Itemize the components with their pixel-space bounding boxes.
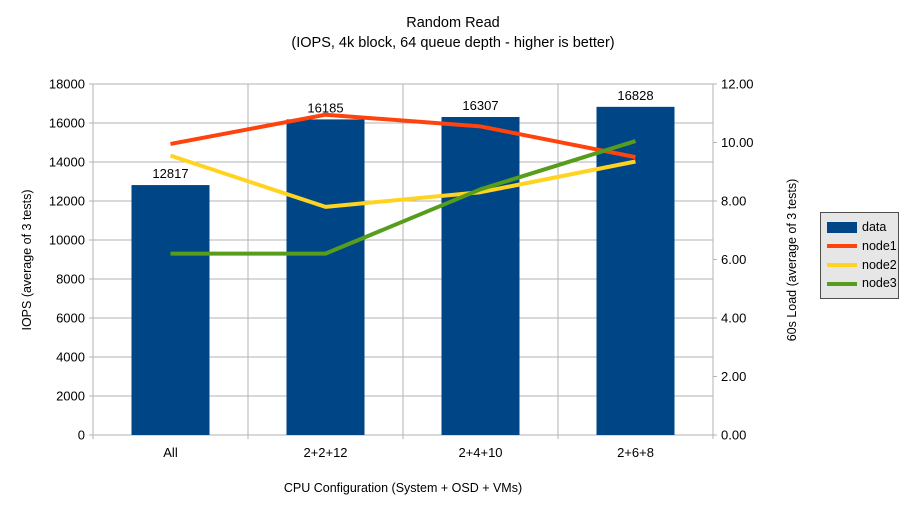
legend-item-node3: node3 (827, 277, 897, 290)
right-axis-tick-label: 8.00 (721, 194, 746, 209)
legend-item-data: data (827, 221, 892, 234)
legend-item-node2: node2 (827, 259, 897, 272)
right-axis-tick-label: 12.00 (721, 77, 754, 92)
x-axis-category-label: 2+6+8 (617, 445, 654, 460)
bar-value-label: 16828 (617, 88, 653, 103)
left-axis-tick-label: 0 (78, 428, 85, 443)
left-axis-tick-label: 12000 (49, 194, 85, 209)
legend-label: node2 (862, 257, 897, 272)
line-node1 (170, 112, 636, 160)
chart-title: Random Read (406, 15, 500, 31)
left-axis-tick-label: 6000 (56, 311, 85, 326)
left-axis-tick-label: 4000 (56, 350, 85, 365)
right-axis-tick-label: 0.00 (721, 428, 746, 443)
right-axis-tick-label: 6.00 (721, 252, 746, 267)
chart-legend: data node1 node2 node3 (820, 212, 899, 299)
left-axis-tick-label: 14000 (49, 155, 85, 170)
chart-subtitle: (IOPS, 4k block, 64 queue depth - higher… (291, 35, 615, 51)
x-axis-title: CPU Configuration (System + OSD + VMs) (283, 481, 523, 495)
left-axis-tick-label: 2000 (56, 389, 85, 404)
legend-swatch-node3 (827, 281, 857, 286)
line-node3 (170, 139, 637, 256)
bar-value-label: 16307 (462, 98, 498, 113)
legend-swatch-node1 (827, 244, 857, 249)
line-node2 (169, 153, 636, 209)
left-axis-tick-label: 8000 (56, 272, 85, 287)
right-axis-tick-label: 4.00 (721, 311, 746, 326)
legend-label: node3 (862, 276, 897, 291)
bar-All (131, 185, 210, 435)
bar-2+2+12 (286, 119, 365, 435)
bar-2+4+10 (441, 117, 520, 436)
x-axis-category-label: 2+4+10 (458, 445, 502, 460)
left-axis-tick-label: 18000 (49, 77, 85, 92)
legend-item-node1: node1 (827, 240, 897, 253)
bar-value-label: 12817 (152, 166, 188, 181)
right-axis-tick-label: 2.00 (721, 369, 746, 384)
bar-value-label: 16185 (307, 100, 343, 115)
right-axis-tick-label: 10.00 (721, 135, 754, 150)
legend-swatch-data (827, 221, 857, 233)
left-axis-tick-label: 10000 (49, 233, 85, 248)
x-axis-category-label: 2+2+12 (303, 445, 347, 460)
legend-label: node1 (862, 238, 897, 253)
left-axis-tick-label: 16000 (49, 116, 85, 131)
legend-swatch-node2 (827, 262, 857, 267)
x-axis-category-label: All (163, 445, 178, 460)
legend-label: data (862, 220, 887, 235)
